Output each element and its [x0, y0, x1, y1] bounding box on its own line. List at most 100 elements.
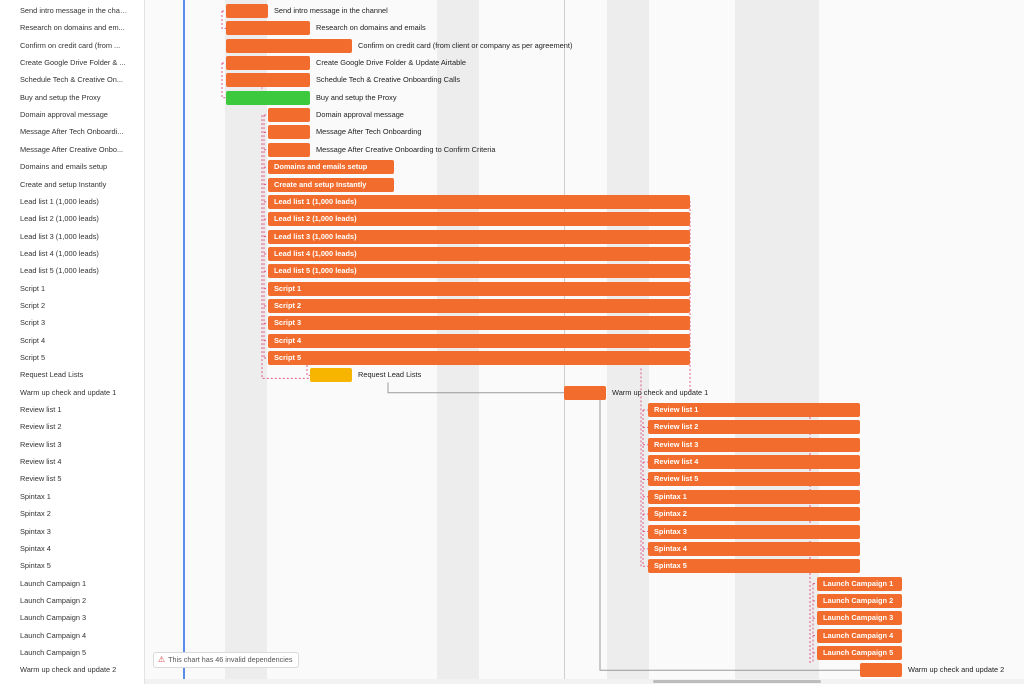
gantt-bar[interactable]	[817, 593, 902, 608]
gantt-bar[interactable]	[648, 437, 860, 452]
task-list-item[interactable]: Launch Campaign 2	[20, 595, 87, 605]
gantt-bar[interactable]	[648, 472, 860, 487]
task-list-item[interactable]: Script 4	[20, 335, 46, 345]
gantt-bar-label: Domains and emails setup	[274, 162, 368, 172]
task-list-item[interactable]: Launch Campaign 4	[20, 630, 87, 640]
gantt-bar-label: Script 1	[274, 283, 302, 293]
task-list-item[interactable]: Review list 3	[20, 439, 62, 449]
task-list-item[interactable]: Buy and setup the Proxy	[20, 92, 101, 102]
task-list-item[interactable]: Launch Campaign 5	[20, 647, 87, 657]
task-list-item[interactable]: Lead list 4 (1,000 leads)	[20, 248, 99, 258]
task-list-item[interactable]: Script 3	[20, 318, 46, 328]
gantt-bar[interactable]	[648, 403, 860, 418]
gantt-bar-label: Review list 1	[654, 405, 699, 415]
task-list-item[interactable]: Spintax 3	[20, 526, 51, 536]
task-list-item[interactable]: Script 5	[20, 353, 46, 362]
gantt-bar-label: Lead list 2 (1,000 leads)	[274, 214, 357, 224]
gantt-bar[interactable]	[817, 576, 902, 591]
gantt-bar[interactable]	[268, 264, 690, 279]
gantt-bar[interactable]	[268, 125, 310, 140]
task-list-item[interactable]: Launch Campaign 3	[20, 613, 87, 623]
gantt-bar[interactable]	[860, 663, 902, 678]
task-list-item[interactable]: Lead list 5 (1,000 leads)	[20, 266, 99, 276]
task-list-item[interactable]: Lead list 1 (1,000 leads)	[20, 196, 99, 206]
task-list-item[interactable]: Launch Campaign 1	[20, 578, 87, 588]
task-list-item[interactable]: Spintax 5	[20, 561, 51, 571]
gantt-bar[interactable]	[564, 385, 606, 400]
task-list-item[interactable]: Domains and emails setup	[20, 162, 108, 172]
gantt-bar-label: Send intro message in the channel	[274, 6, 388, 15]
task-list-item[interactable]: Warm up check and update 1	[20, 387, 117, 397]
task-list-item[interactable]: Message After Creative Onbo...	[20, 144, 124, 154]
gantt-bar[interactable]	[817, 611, 902, 626]
gantt-bar[interactable]	[268, 212, 690, 227]
gantt-bar[interactable]	[310, 368, 352, 383]
gantt-bar[interactable]	[226, 73, 310, 88]
gantt-bar[interactable]	[268, 351, 690, 365]
gantt-bar[interactable]	[648, 455, 860, 470]
task-list-item[interactable]: Review list 2	[20, 422, 62, 432]
gantt-bar-label: Script 3	[274, 318, 302, 328]
gantt-bar[interactable]	[268, 160, 394, 175]
gantt-bar[interactable]	[648, 489, 860, 504]
dependency-line	[387, 382, 564, 394]
gantt-bar-label: Spintax 2	[654, 509, 687, 519]
gantt-bar-label: Spintax 3	[654, 526, 687, 536]
task-list-item[interactable]: Send intro message in the chann...	[20, 6, 130, 15]
gantt-bar[interactable]	[817, 645, 902, 660]
gantt-bar[interactable]	[817, 628, 902, 643]
task-list-item[interactable]: Lead list 2 (1,000 leads)	[20, 214, 99, 224]
gantt-bar[interactable]	[268, 316, 690, 331]
gantt-bar-label: Script 4	[274, 335, 302, 345]
gantt-bar-label: Domain approval message	[316, 110, 404, 120]
dependency-line	[221, 63, 226, 99]
task-list-item[interactable]: Create Google Drive Folder & ...	[20, 58, 126, 68]
task-list-item[interactable]: Schedule Tech & Creative On...	[20, 75, 123, 85]
gantt-bar[interactable]	[226, 38, 352, 53]
scrollbar-thumb[interactable]	[653, 680, 821, 683]
gantt-bar[interactable]	[268, 333, 690, 348]
gantt-bar[interactable]	[268, 108, 310, 123]
gantt-bar[interactable]	[268, 298, 690, 313]
gantt-bar[interactable]	[648, 420, 860, 435]
gantt-bar-label: Warm up check and update 1	[612, 387, 709, 397]
task-list-item[interactable]: Spintax 2	[20, 509, 51, 519]
invalid-dependencies-warning[interactable]: ⚠ This chart has 46 invalid dependencies	[153, 652, 300, 668]
gantt-bar-label: Create and setup Instantly	[274, 179, 367, 189]
task-list-item[interactable]: Create and setup Instantly	[20, 179, 107, 189]
task-list-item[interactable]: Message After Tech Onboardi...	[20, 127, 124, 137]
gantt-bar[interactable]	[226, 4, 268, 18]
gantt-bar-label: Lead list 1 (1,000 leads)	[274, 196, 357, 206]
gantt-chart-area[interactable]: Send intro message in the channel Researc…	[145, 0, 1024, 684]
gantt-bar[interactable]	[268, 229, 690, 244]
gantt-bar[interactable]	[648, 524, 860, 539]
gantt-bar[interactable]	[226, 21, 310, 36]
gantt-bar[interactable]	[226, 90, 310, 105]
horizontal-scrollbar[interactable]	[145, 679, 1024, 684]
gantt-bar-label: Review list 4	[654, 457, 699, 467]
task-list-item[interactable]: Review list 1	[20, 405, 62, 415]
gantt-bar[interactable]	[648, 559, 860, 574]
task-list-item[interactable]: Script 1	[20, 283, 46, 293]
task-list-item[interactable]: Spintax 1	[20, 491, 51, 501]
gantt-bar[interactable]	[268, 194, 690, 209]
task-list-item[interactable]: Research on domains and em...	[20, 23, 125, 33]
gantt-bar-label: Confirm on credit card (from client or c…	[358, 40, 573, 50]
task-list-item[interactable]: Review list 5	[20, 474, 62, 484]
gantt-bar-label: Lead list 4 (1,000 leads)	[274, 248, 357, 258]
gantt-bar[interactable]	[268, 142, 310, 157]
task-list-item[interactable]: Script 2	[20, 300, 46, 310]
task-list-item[interactable]: Domain approval message	[20, 110, 108, 120]
gantt-bar[interactable]	[268, 177, 394, 192]
gantt-bar[interactable]	[648, 541, 860, 556]
gantt-bar[interactable]	[268, 281, 690, 296]
task-list-item[interactable]: Spintax 4	[20, 543, 51, 553]
task-list-item[interactable]: Confirm on credit card (from ...	[20, 40, 121, 50]
task-list-item[interactable]: Lead list 3 (1,000 leads)	[20, 231, 99, 241]
gantt-bar[interactable]	[268, 246, 690, 261]
task-list-item[interactable]: Request Lead Lists	[20, 370, 84, 380]
task-list-item[interactable]: Review list 4	[20, 457, 62, 467]
gantt-bar[interactable]	[648, 507, 860, 522]
task-list-item[interactable]: Warm up check and update 2	[20, 665, 117, 675]
gantt-bar[interactable]	[226, 56, 310, 71]
